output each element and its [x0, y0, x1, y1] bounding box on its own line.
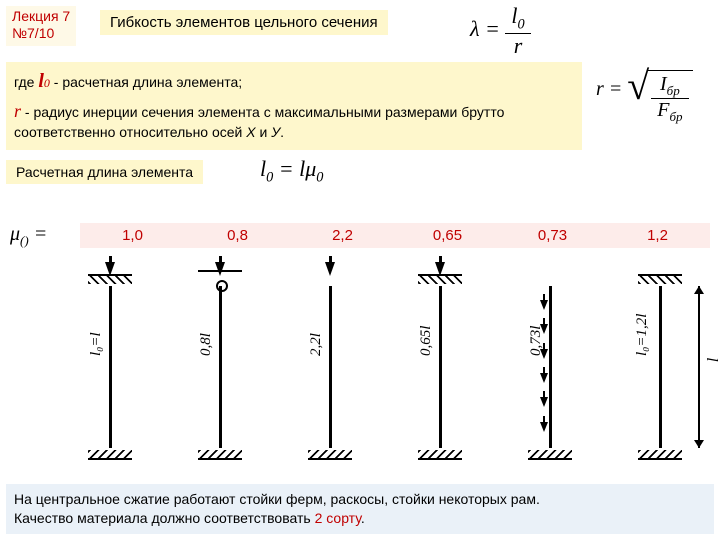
l0-mu-sub: 0	[316, 169, 323, 185]
col-label-4: 0,73l	[528, 326, 545, 356]
mu-sub: ()	[20, 233, 29, 248]
lambda-den: r	[505, 34, 530, 58]
where-dot: .	[280, 124, 284, 140]
formula-r: r = √ Iбр Fбр	[596, 70, 693, 125]
where-definitions: где l0 - расчетная длина элемента; r - р…	[6, 62, 582, 150]
formula-l0: l0 = lμ0	[260, 156, 323, 186]
l0-eq: = l	[273, 156, 305, 181]
mu-val-4: 0,73	[500, 227, 605, 244]
where-l0-def: - расчетная длина элемента;	[50, 74, 242, 90]
mu-sym: μ	[10, 223, 20, 245]
column-case-5: 0,73l	[500, 256, 600, 466]
mu-eq-sign: =	[29, 223, 48, 245]
column-case-4: 0,65l	[390, 256, 490, 466]
l0-mu: μ	[305, 156, 316, 181]
r-num-sub: бр	[667, 83, 680, 98]
col-label-1: 0,8l	[198, 333, 215, 356]
mu-val-1: 0,8	[185, 227, 290, 244]
dimension-arrow	[694, 286, 704, 448]
column-case-2: 0,8l	[170, 256, 270, 466]
column-case-6: l₀=1,2l l	[610, 256, 710, 466]
column-case-1: l₀=l	[60, 256, 160, 466]
calc-length-label: Расчетная длина элемента	[6, 160, 203, 184]
lambda-lhs: λ =	[470, 16, 500, 41]
r-den: F	[657, 99, 669, 121]
mu-val-5: 1,2	[605, 227, 710, 244]
mu-values-row: 1,0 0,8 2,2 0,65 0,73 1,2	[80, 223, 710, 248]
distributed-load-icon	[552, 286, 572, 448]
where-prefix: где	[14, 74, 38, 90]
sqrt-icon: √	[627, 74, 649, 129]
lecture-line2: №7/10	[12, 25, 70, 42]
col-label-3: 0,65l	[418, 326, 435, 356]
lambda-num-sub: 0	[518, 16, 525, 32]
note-grade: 2 сорту	[315, 510, 361, 526]
column-case-3: 2,2l	[280, 256, 380, 466]
formula-lambda: λ = l0 r	[470, 4, 531, 58]
r-den-sub: бр	[669, 109, 682, 124]
mu-equals: μ() =	[10, 223, 47, 249]
note-line2a: Качество материала должно соответствоват…	[14, 510, 315, 526]
col-label-5: l₀=1,2l	[634, 314, 651, 356]
column-diagrams: l₀=l 0,8l 2,2l 0,65l 0,73l	[60, 256, 710, 466]
lecture-badge: Лекция 7 №7/10	[6, 6, 76, 46]
footer-note: На центральное сжатие работают стойки фе…	[6, 484, 714, 534]
note-line2b: .	[361, 510, 365, 526]
axis-y: У	[271, 124, 280, 140]
mu-val-0: 1,0	[80, 227, 185, 244]
mu-val-2: 2,2	[290, 227, 395, 244]
sym-r: r	[14, 101, 21, 121]
r-num: I	[660, 73, 667, 95]
col-label-2: 2,2l	[308, 333, 325, 356]
dimension-label: l	[705, 358, 720, 362]
col-label-0: l₀=l	[88, 332, 105, 356]
note-line1: На центральное сжатие работают стойки фе…	[14, 490, 706, 509]
axis-x: Х	[246, 124, 255, 140]
page-title: Гибкость элементов цельного сечения	[100, 10, 388, 35]
lecture-line1: Лекция 7	[12, 8, 70, 25]
mu-val-3: 0,65	[395, 227, 500, 244]
where-and: и	[256, 124, 272, 140]
r-lhs: r =	[596, 78, 622, 100]
